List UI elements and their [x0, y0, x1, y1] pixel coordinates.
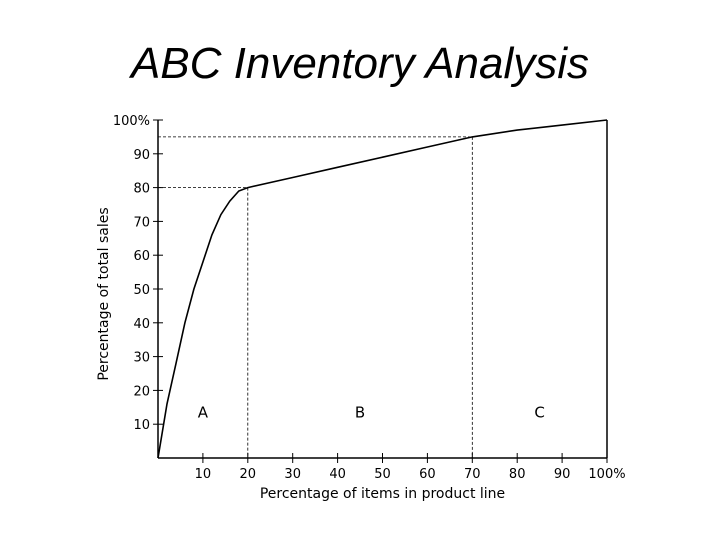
x-tick-label: 30	[284, 467, 301, 482]
y-tick-label: 70	[133, 215, 150, 230]
y-axis-label: Percentage of total sales	[96, 207, 112, 380]
x-tick-label: 20	[240, 467, 257, 482]
y-tick-label: 60	[133, 249, 150, 264]
y-tick-label: 10	[133, 418, 150, 433]
x-tick-label: 50	[374, 467, 391, 482]
x-tick-label: 70	[464, 467, 481, 482]
y-tick-label: 20	[133, 384, 150, 399]
y-tick-label: 80	[133, 182, 150, 197]
curve-group	[157, 119, 608, 459]
x-tick-label: 90	[554, 467, 571, 482]
region-labels: A B C	[198, 403, 545, 421]
region-label-c: C	[534, 403, 544, 421]
y-tick-label: 100%	[113, 114, 150, 129]
y-tick-label: 40	[133, 317, 150, 332]
region-label-a: A	[198, 403, 209, 421]
x-tick-label: 10	[195, 467, 212, 482]
x-tick-label: 100%	[588, 467, 625, 482]
region-label-b: B	[355, 403, 365, 421]
slide-title: ABC Inventory Analysis	[130, 39, 590, 88]
x-tick-label: 80	[509, 467, 526, 482]
cumulative-curve	[157, 119, 608, 459]
tick-labels: 10 20 30 40 50 60 70 80 90 100% 10 20 30 40 50 60 70 80 90…	[113, 114, 626, 482]
chart-axes	[153, 119, 608, 463]
y-tick-label: 30	[133, 351, 150, 366]
y-tick-label: 90	[133, 148, 150, 163]
y-tick-label: 50	[133, 283, 150, 298]
x-tick-label: 40	[329, 467, 346, 482]
x-axis-label: Percentage of items in product line	[260, 486, 505, 502]
x-tick-label: 60	[419, 467, 436, 482]
reference-lines	[158, 136, 473, 458]
